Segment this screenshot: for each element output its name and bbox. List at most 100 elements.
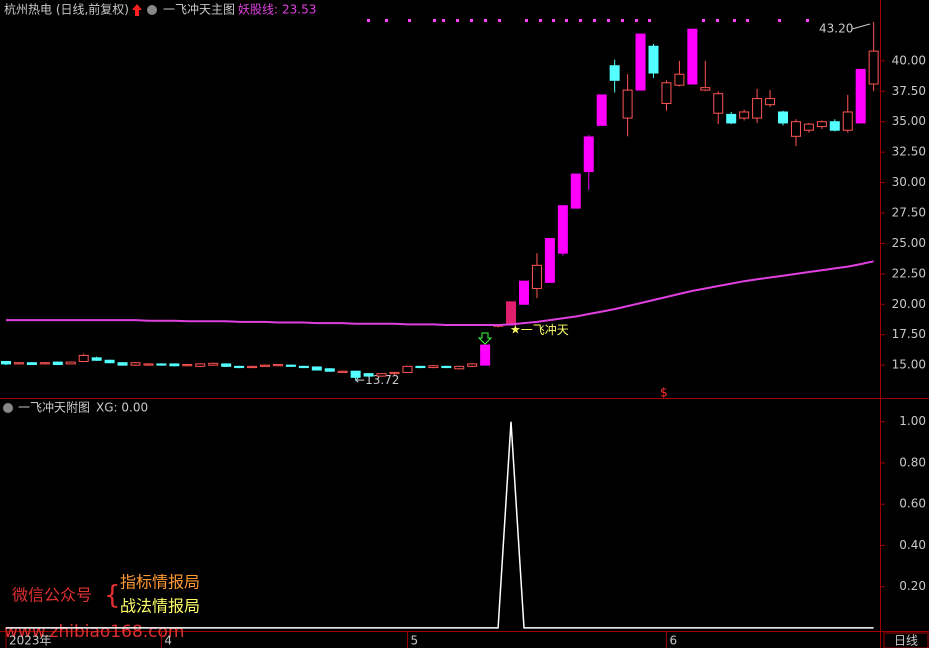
marker-s: $: [660, 386, 668, 400]
candle-body: [842, 111, 853, 131]
candle-body: [402, 365, 413, 373]
candle-body: [596, 94, 607, 126]
x-tick-label: 4: [164, 634, 172, 648]
y-tick-label: 0.60: [899, 497, 926, 511]
y-tick-label: 27.50: [892, 205, 926, 219]
subtitle: 一飞冲天主图: [163, 2, 235, 17]
candle-body: [506, 301, 517, 326]
candle-body: [790, 121, 801, 137]
candle-body: [324, 368, 335, 372]
watermark-name: 指标情报局: [120, 573, 200, 592]
candle-body: [531, 264, 542, 289]
y-tick-label: 17.50: [892, 327, 926, 341]
candle-body: [350, 370, 361, 378]
candle-body: [700, 87, 711, 91]
y-tick-label: 0.40: [899, 538, 926, 552]
candle-body: [195, 363, 206, 367]
y-tick-label: 37.50: [892, 84, 926, 98]
candle-body: [285, 364, 296, 367]
candle-body: [91, 357, 102, 361]
plot: 2023年 4 5 6 15.00 17.50 20.00 22.50 25.00 27.50 30…: [1, 21, 926, 648]
candle-body: [570, 173, 581, 209]
candle-body: [208, 362, 219, 366]
candle-body: [143, 363, 154, 366]
watermark-brace: {: [104, 581, 121, 611]
candle-body: [52, 361, 63, 366]
xg-readout: XG: 0.00: [96, 401, 148, 415]
candle-body: [544, 238, 555, 283]
candle-body: [272, 364, 283, 367]
candle-body: [169, 363, 180, 367]
y-tick-label: 30.00: [892, 175, 926, 189]
candle-body: [130, 362, 141, 366]
candle-body: [65, 361, 76, 365]
candle-body: [117, 362, 128, 366]
y-tick-label: 32.50: [892, 145, 926, 159]
candle-body: [467, 363, 478, 367]
low-label: ←13.72: [355, 373, 399, 387]
series-line: [6, 260, 874, 326]
watermark-name: 战法情报局: [120, 597, 200, 616]
up-arrow-icon: [132, 4, 142, 16]
candle-body: [39, 362, 50, 365]
candle-body: [1, 360, 11, 365]
ma-legend: 妖股线:: [238, 3, 278, 17]
x-tick-label: 2023年: [9, 634, 52, 648]
y-tick-label: 35.00: [892, 114, 926, 128]
candle-body: [26, 362, 37, 366]
candle-body: [726, 113, 737, 124]
period-box: [883, 632, 929, 648]
y-tick-label: 0.80: [899, 455, 926, 469]
candle-body: [752, 98, 763, 119]
candle-body: [454, 365, 465, 370]
candle-body: [661, 82, 672, 104]
period-label: 日线: [894, 634, 918, 648]
candle-body: [415, 365, 426, 369]
candle-body: [389, 371, 400, 375]
x-tick-label: 6: [669, 634, 677, 648]
candle-body: [376, 373, 387, 377]
candle-body: [635, 33, 646, 91]
chart-title: 杭州热电 (日线,前复权): [4, 2, 129, 17]
candle-body: [583, 136, 594, 173]
y-tick-label: 40.00: [892, 53, 926, 67]
x-tick-label: 5: [410, 634, 418, 648]
signal-label: ★一飞冲天: [510, 322, 569, 337]
candle-body: [260, 364, 270, 367]
candle-body: [713, 93, 724, 114]
high-pointer: [851, 23, 871, 30]
candle-body: [765, 98, 776, 106]
candle-body: [234, 365, 245, 369]
candle-body: [311, 366, 322, 371]
candle-body: [182, 364, 193, 367]
candle-body: [337, 370, 348, 373]
candle-body: [428, 365, 439, 369]
y-tick-label: 20.00: [892, 297, 926, 311]
y-tick-label: 22.50: [892, 266, 926, 280]
candle-body: [609, 65, 620, 81]
candle-body: [855, 68, 866, 124]
candle-body: [674, 73, 685, 86]
y-tick-label: 25.00: [892, 236, 926, 250]
candle-body: [13, 362, 24, 365]
candle-body: [247, 365, 258, 369]
y-tick-label: 15.00: [892, 358, 926, 372]
candle-body: [78, 354, 89, 362]
candle-body: [363, 373, 374, 377]
candle-body: [816, 121, 827, 128]
candle-body: [441, 365, 452, 369]
signal-arrow: [477, 332, 493, 345]
candle-body: [480, 344, 491, 366]
candle-body: [803, 123, 814, 131]
signal-dots: [367, 19, 809, 22]
y-tick-label: 1.00: [899, 414, 926, 428]
watermark-url: www.zhibiao168.com: [4, 622, 184, 642]
dropdown-icon: [147, 5, 157, 15]
y-tick-label: 0.20: [899, 579, 926, 593]
candle-body: [829, 121, 840, 131]
candle-body: [221, 363, 232, 367]
candle-body: [622, 89, 633, 119]
panel-title: 一飞冲天附图: [18, 400, 90, 415]
